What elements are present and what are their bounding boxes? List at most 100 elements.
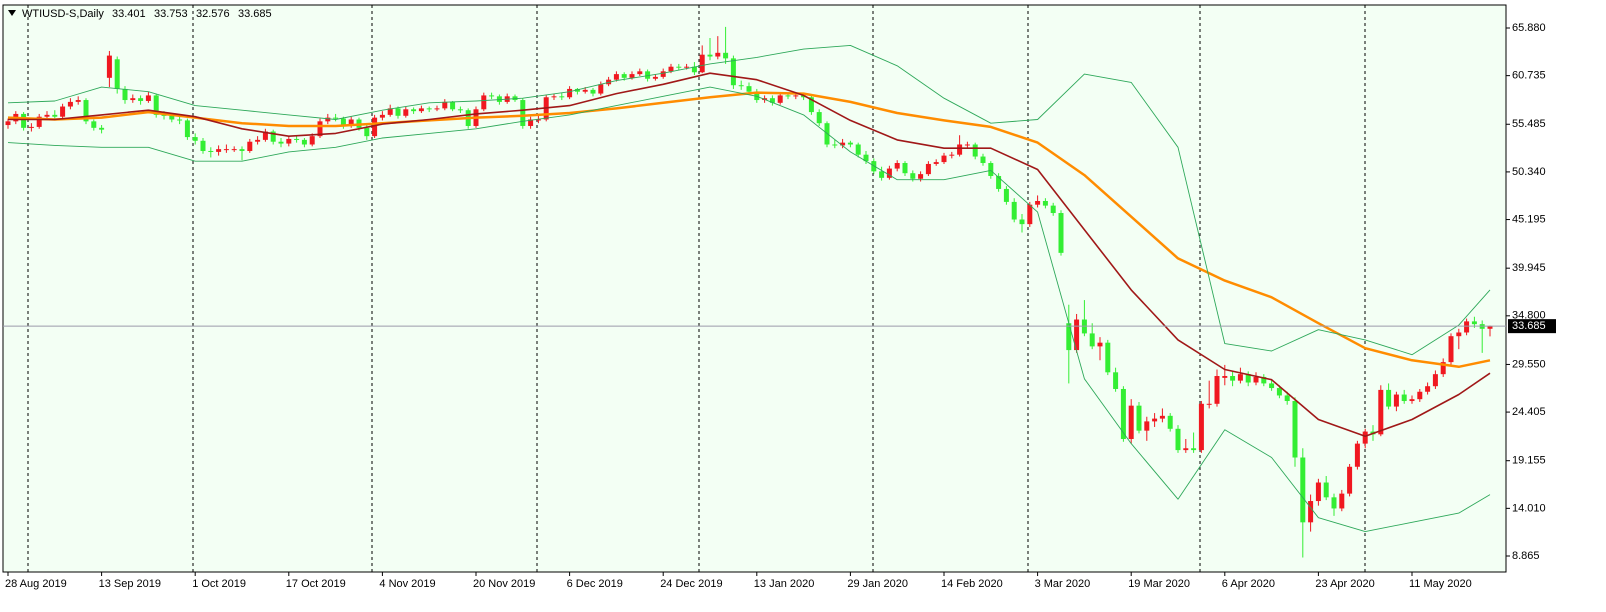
candle-body [122,88,128,101]
candle-body [91,121,97,128]
candle-body [910,173,916,179]
candle-body [652,76,658,79]
indicator-line [7,91,1491,369]
candle-body [574,88,580,92]
candle-body [1308,501,1314,523]
candle-body [738,85,744,87]
candle-body [1214,376,1220,404]
candle-body [1378,389,1384,435]
x-tick-label: 13 Jan 2020 [754,578,815,590]
candle-body [1440,362,1446,375]
candle-body [114,59,120,89]
candle-body [192,137,198,141]
candle-body [278,141,284,144]
candle-body [83,100,89,122]
candle-body [520,100,526,126]
candle-body [294,138,300,140]
candle-body [28,126,34,128]
menu-arrow[interactable] [8,10,16,16]
candle-body [1159,415,1165,419]
candle-body [364,127,370,137]
candle-body [270,131,276,142]
candle-body [99,127,105,130]
candle-body [567,88,573,98]
candle-body [106,55,112,78]
candle-body [1003,188,1009,202]
y-tick-label: 8.865 [1512,550,1540,562]
candle-body [481,95,487,110]
candle-body [1206,403,1212,405]
candle-body [1128,405,1134,439]
candle-body [442,101,448,109]
candle-body [816,112,822,124]
x-tick-label: 29 Jan 2020 [847,578,908,590]
candle-body [387,108,393,115]
candle-body [1230,376,1236,381]
candle-body [1425,386,1431,392]
candle-body [434,108,440,110]
candle-body [590,89,596,94]
candle-body [957,144,963,155]
candle-body [395,108,401,116]
candle-body [67,101,73,107]
candle-body [1401,394,1407,402]
candle-body [1347,466,1353,494]
candle-body [551,96,557,98]
y-tick-label: 45.195 [1512,213,1546,225]
candle-body [1167,415,1173,429]
candle-body [730,58,736,86]
candle-body [1191,448,1197,451]
candle-body [138,98,144,101]
candle-body [333,117,339,119]
candle-body [60,106,66,117]
candle-body [457,109,463,111]
candle-body [645,71,651,79]
candle-body [1487,326,1493,329]
candle-body [1292,401,1298,458]
candle-body [1432,374,1438,387]
x-tick-label: 6 Dec 2019 [567,578,623,590]
candle-body [340,118,346,126]
candle-body [1019,219,1025,225]
candle-body [130,98,136,101]
candle-body [1315,482,1321,502]
candle-body [239,149,245,151]
candle-body [247,141,253,151]
candle-body [1261,376,1267,384]
candle-body [699,54,705,73]
candle-body [418,108,424,112]
candle-body [169,115,175,120]
x-tick-label: 24 Dec 2019 [660,578,722,590]
candle-body [1035,200,1041,205]
y-tick-label: 29.550 [1512,358,1546,370]
candle-body [1175,428,1181,451]
candle-body [707,54,713,57]
candle-body [1300,457,1306,523]
candle-body [1339,493,1345,509]
x-tick-label: 28 Aug 2019 [5,578,67,590]
y-tick-label: 60.735 [1512,70,1546,82]
candle-body [746,86,752,92]
candle-body [1144,421,1150,431]
y-tick-label: 34.800 [1512,310,1546,322]
x-tick-label: 1 Oct 2019 [192,578,246,590]
candle-body [769,98,775,103]
y-tick-label: 55.485 [1512,118,1546,130]
candle-body [36,116,42,127]
close-value: 33.685 [238,8,272,20]
plot-area [2,4,1507,573]
high-value: 33.753 [154,8,188,20]
candle-body [988,163,994,176]
candle-body [606,79,612,85]
candle-body [379,114,385,118]
candle-body [1471,321,1477,325]
candle-body [801,95,807,98]
candle-body [372,117,378,137]
y-tick-label: 14.010 [1512,502,1546,514]
candle-body [21,113,27,128]
candle-body [637,71,643,75]
candle-body [1284,395,1290,402]
candle-body [309,136,315,145]
candle-body [996,175,1002,189]
